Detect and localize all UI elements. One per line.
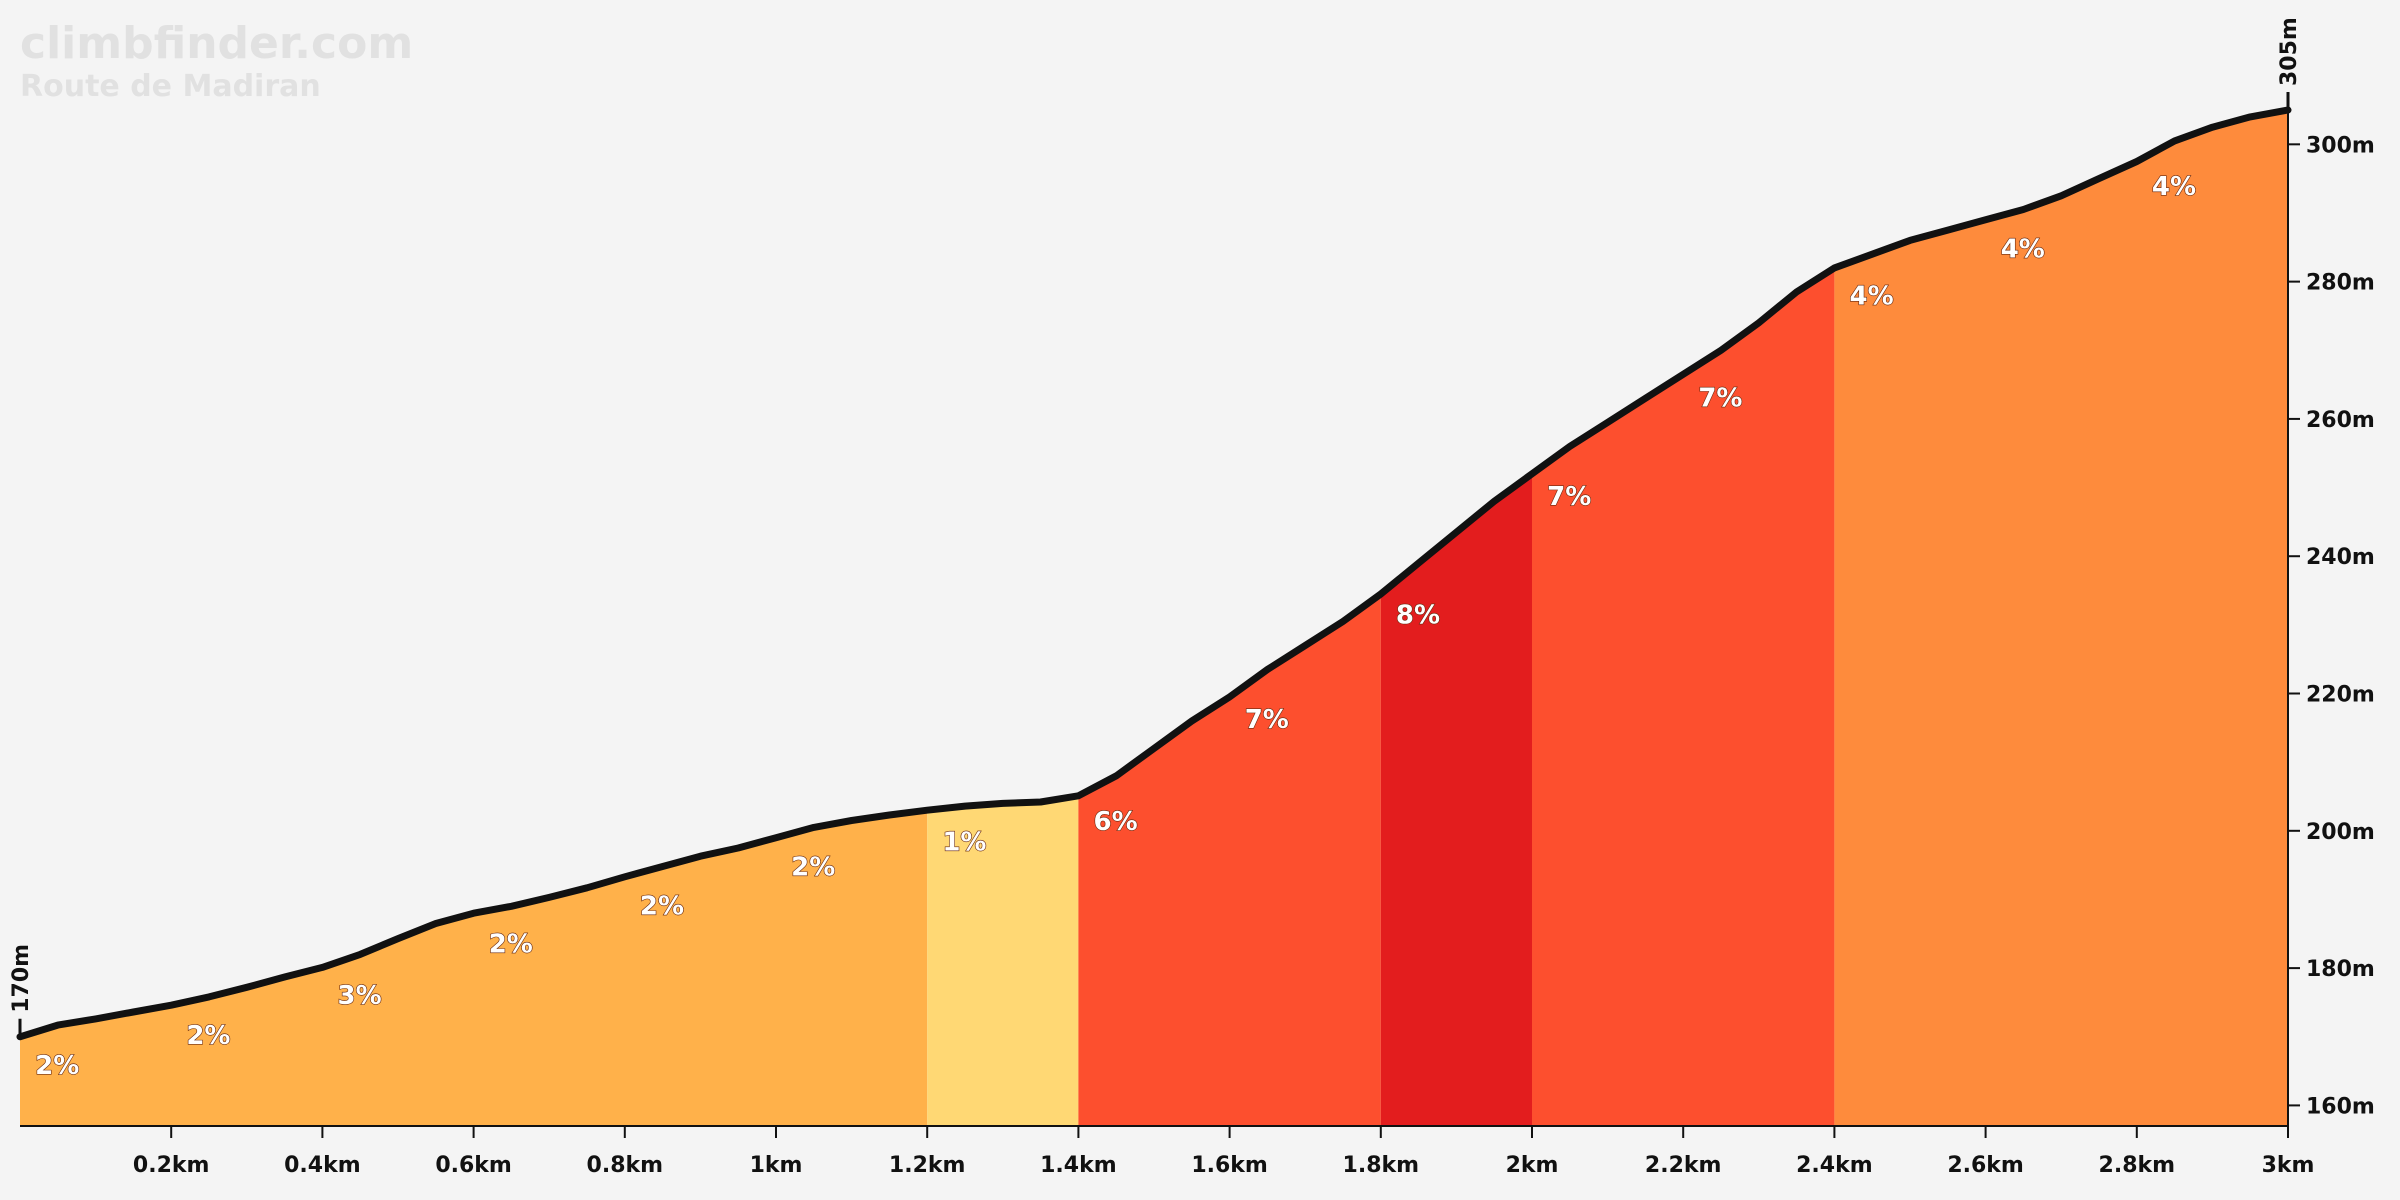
- gradient-segment-3: [1078, 594, 1381, 1126]
- grade-label: 8%: [1396, 601, 1440, 631]
- x-tick-label: 1.8km: [1343, 1153, 1420, 1178]
- grade-label: 7%: [1698, 384, 1742, 414]
- y-tick-label: 300m: [2306, 133, 2375, 158]
- start-elevation-label: 170m: [9, 944, 34, 1013]
- x-tick-label: 1.2km: [889, 1153, 966, 1178]
- x-tick-label: 1.6km: [1191, 1153, 1268, 1178]
- grade-label: 4%: [1850, 281, 1894, 311]
- start-elevation-marker: 170m: [9, 944, 34, 1037]
- climb-name: Route de Madiran: [20, 69, 321, 104]
- gradient-segment-4: [1380, 473, 1532, 1126]
- x-tick-label: 2km: [1506, 1153, 1559, 1178]
- grade-label: 2%: [640, 892, 684, 922]
- grade-label: 2%: [791, 853, 835, 883]
- x-tick-label: 2.2km: [1645, 1153, 1722, 1178]
- grade-label: 6%: [1094, 807, 1138, 837]
- x-tick-label: 3km: [2262, 1153, 2315, 1178]
- gradient-segments: [20, 110, 2288, 1126]
- x-tick-label: 0.2km: [133, 1153, 210, 1178]
- grade-labels: 2% 2% 3% 2% 2% 2% 1% 6% 7% 8% 7% 7% 4% 4% 4%: [35, 172, 2197, 1082]
- y-tick-label: 220m: [2306, 683, 2375, 708]
- y-tick-label: 260m: [2306, 408, 2375, 433]
- gradient-segment-5: [1532, 267, 1835, 1126]
- grade-label: 4%: [2152, 172, 2196, 202]
- grade-label: 7%: [1547, 482, 1591, 512]
- y-tick-label: 180m: [2306, 957, 2375, 982]
- end-elevation-label: 305m: [2277, 17, 2302, 86]
- x-tick-label: 2.6km: [1947, 1153, 2024, 1178]
- grade-label: 2%: [35, 1051, 79, 1081]
- site-brand: climbfinder.com: [20, 18, 413, 69]
- elevation-profile-line: [16, 106, 2292, 1041]
- y-tick-label: 200m: [2306, 820, 2375, 845]
- y-tick-label: 280m: [2306, 271, 2375, 296]
- x-tick-label: 0.6km: [435, 1153, 512, 1178]
- x-axis-ticks: 0.2km 0.4km 0.6km 0.8km 1km 1.2km 1.4km 1.6km 1.…: [133, 1126, 2315, 1178]
- y-tick-label: 160m: [2306, 1094, 2375, 1119]
- gradient-segment-2: [927, 795, 1079, 1126]
- grade-label: 4%: [2001, 235, 2045, 265]
- grade-label: 1%: [942, 828, 986, 858]
- x-tick-label: 1km: [750, 1153, 803, 1178]
- grade-label: 2%: [489, 929, 533, 959]
- x-tick-label: 0.8km: [587, 1153, 664, 1178]
- end-elevation-marker: 305m: [2277, 17, 2302, 110]
- grade-label: 2%: [186, 1021, 230, 1051]
- x-tick-label: 2.4km: [1796, 1153, 1873, 1178]
- x-tick-label: 0.4km: [284, 1153, 361, 1178]
- y-tick-label: 240m: [2306, 545, 2375, 570]
- gradient-segment-1: [20, 810, 928, 1126]
- grade-label: 7%: [1245, 705, 1289, 735]
- gradient-segment-6: [1834, 110, 2288, 1126]
- x-tick-label: 1.4km: [1040, 1153, 1117, 1178]
- grade-label: 3%: [338, 981, 382, 1011]
- y-axis-ticks: 160m 180m 200m 220m 240m 260m 280m 300m: [2288, 133, 2375, 1119]
- x-tick-label: 2.8km: [2099, 1153, 2176, 1178]
